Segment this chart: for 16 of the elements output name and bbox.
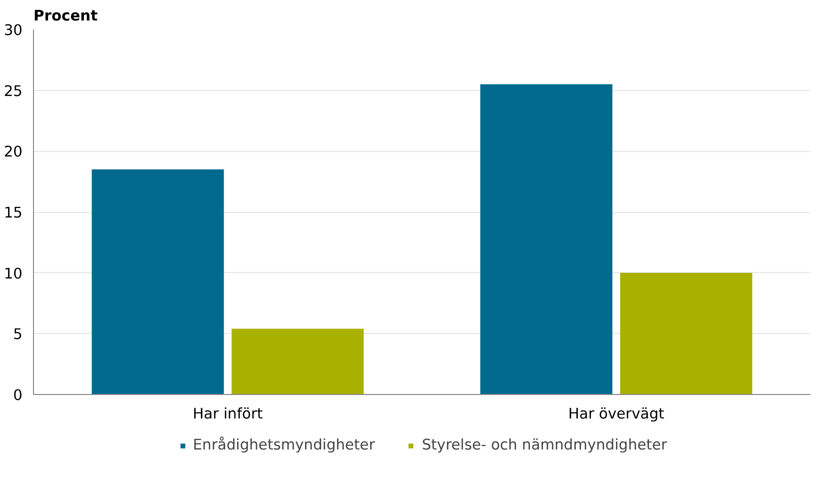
y-tick-label: 20	[4, 144, 23, 161]
y-tick-label: 30	[4, 22, 23, 39]
bar	[620, 272, 752, 394]
legend-label: Styrelse- och nämndmyndigheter	[422, 436, 668, 454]
legend-label: Enrådighetsmyndigheter	[192, 436, 375, 454]
y-tick-label: 15	[4, 204, 23, 222]
x-tick-label: Har infört	[192, 406, 263, 422]
bar	[232, 328, 364, 394]
y-axis-title: Procent	[34, 8, 98, 24]
y-tick-label: 0	[13, 387, 23, 404]
y-tick-label: 5	[13, 326, 23, 344]
x-tick-label: Har övervägt	[568, 406, 665, 422]
bar	[92, 169, 224, 394]
bar	[480, 84, 612, 394]
y-tick-label: 25	[4, 82, 23, 100]
y-tick-label: 10	[4, 265, 23, 282]
